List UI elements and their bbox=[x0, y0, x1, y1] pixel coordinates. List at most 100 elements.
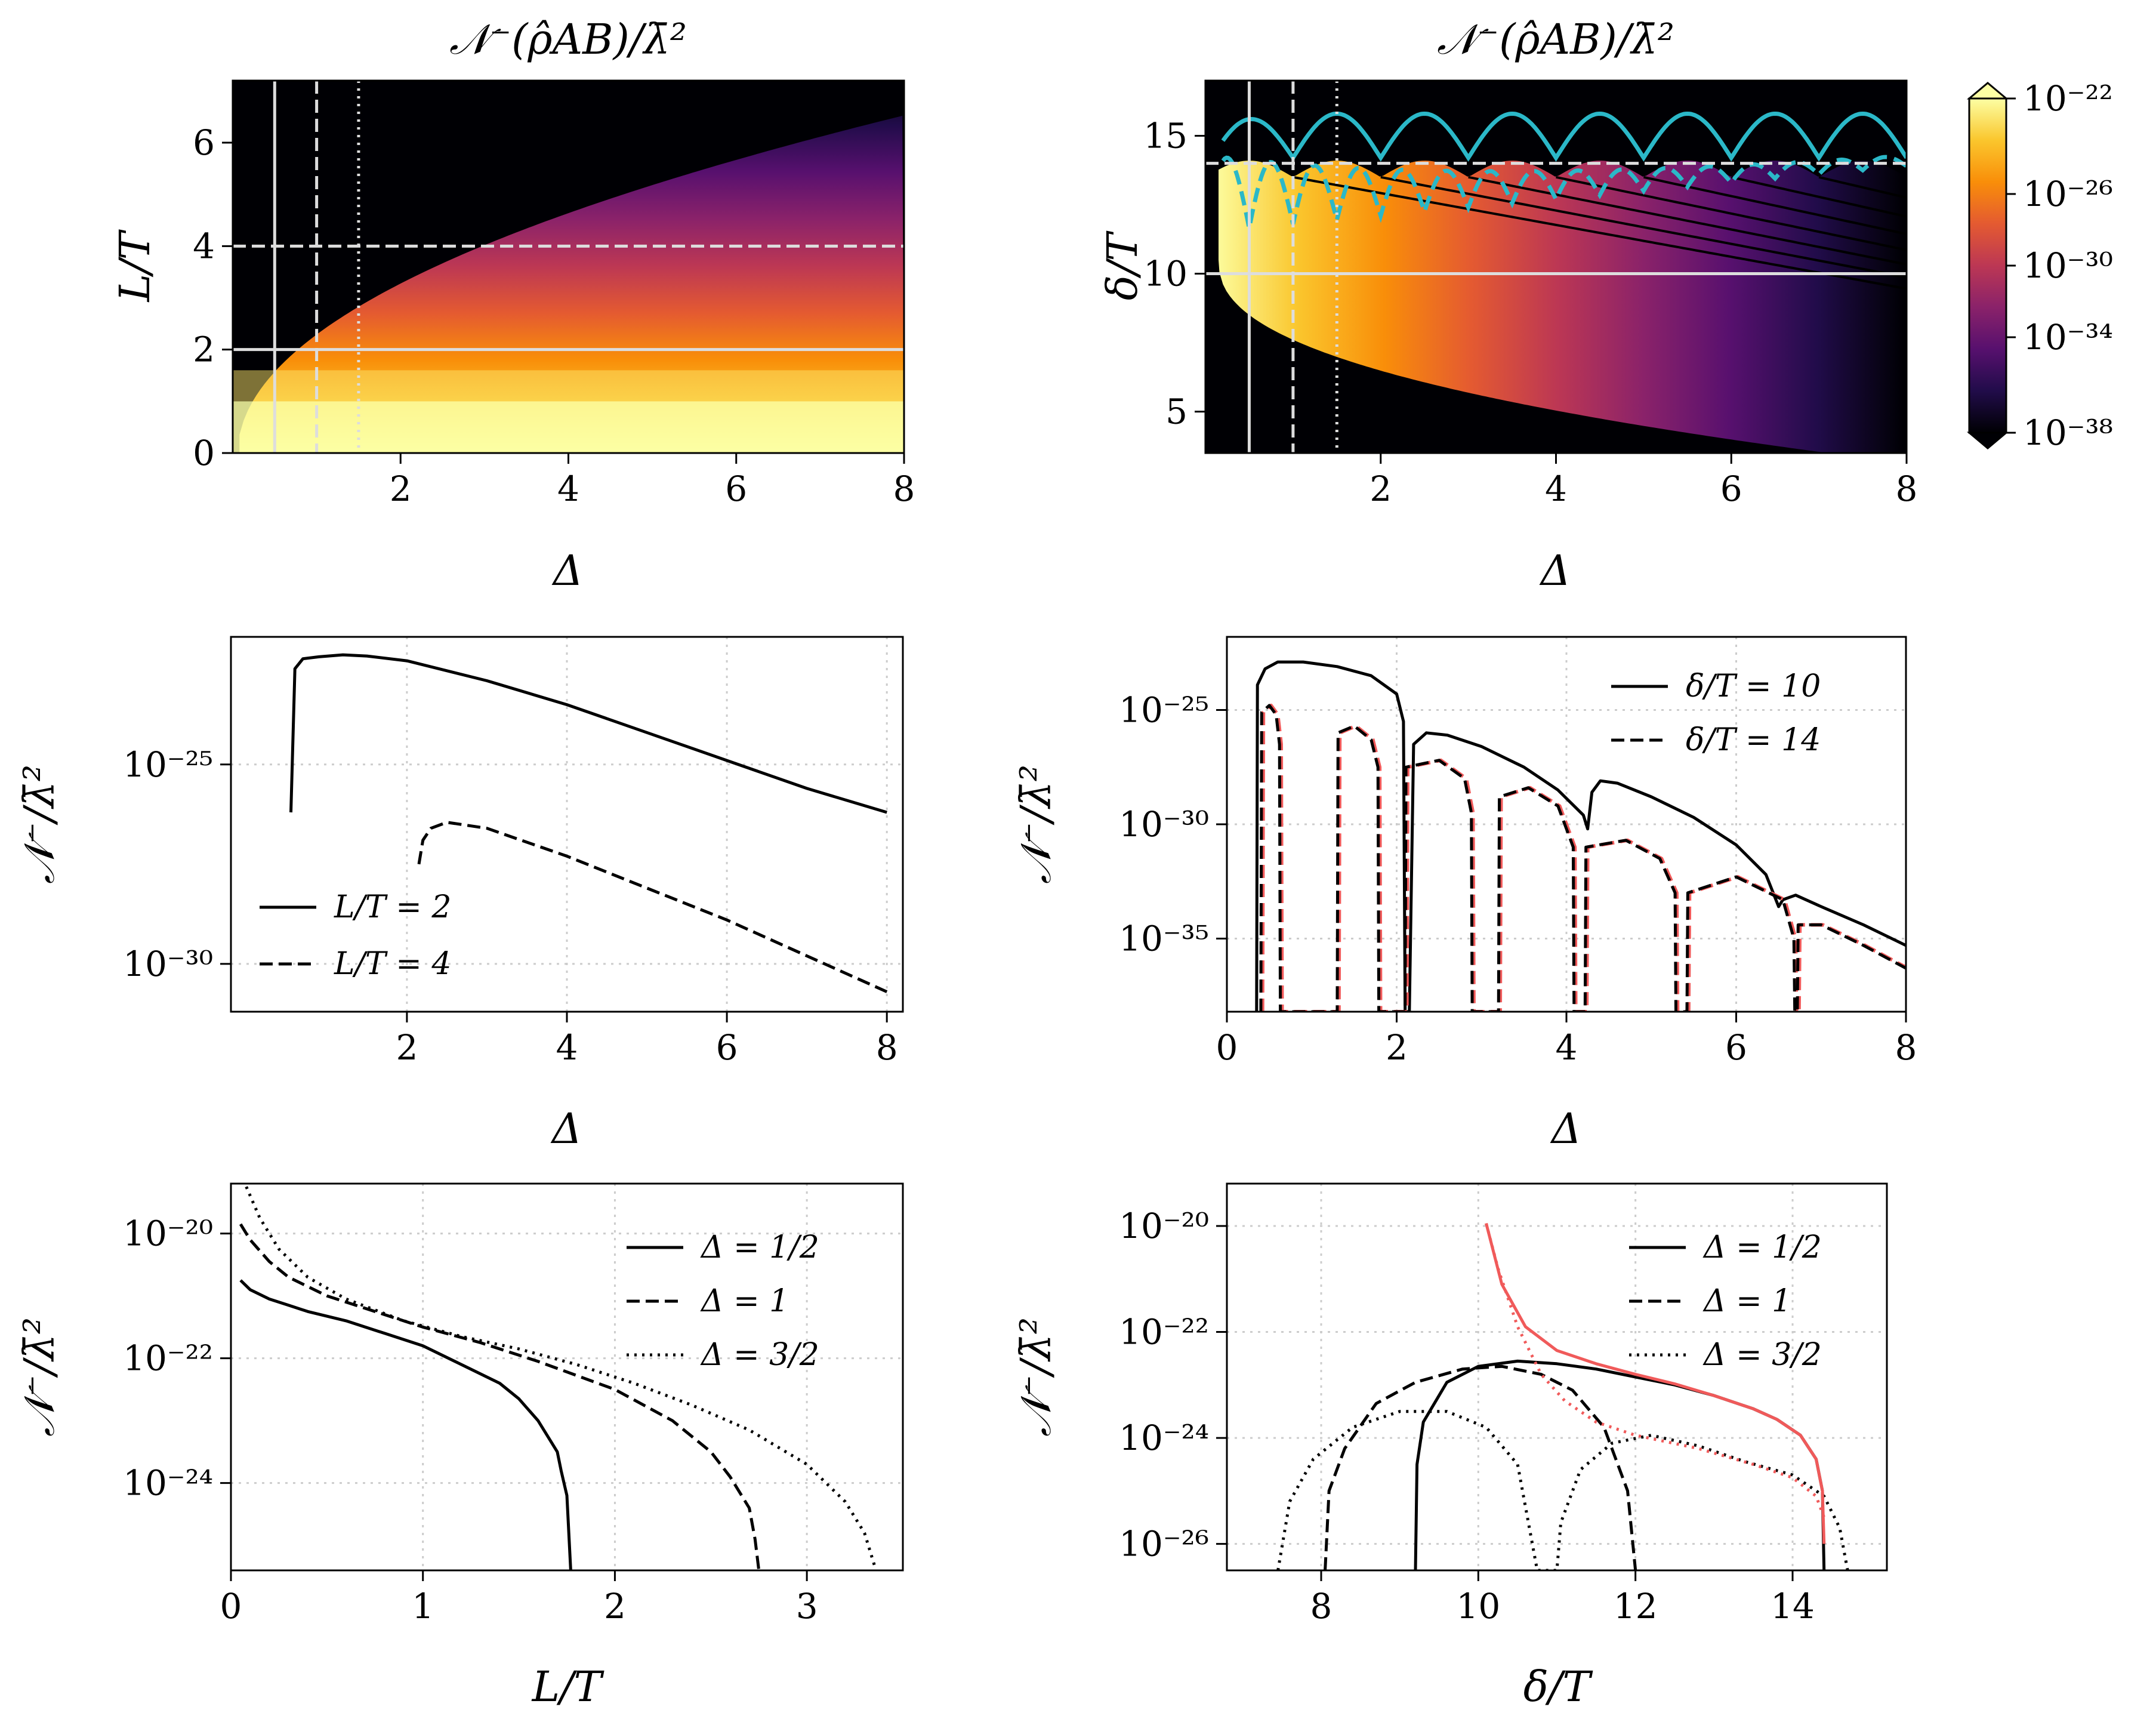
p2-axes-xtick-label: 4 bbox=[1545, 469, 1567, 509]
legend-label: Δ = 1/2 bbox=[700, 1230, 819, 1265]
p2-entangled-region bbox=[1219, 161, 1907, 453]
p1-xlabel: Δ bbox=[551, 546, 584, 595]
p4-legend: δ/T = 10 δ/T = 14 bbox=[1611, 668, 1821, 758]
p1-title: 𝒩⁻(ρ̂AB)/λ̄² bbox=[449, 15, 687, 64]
p2-axes-ytick-label: 5 bbox=[1165, 392, 1188, 432]
p6-axes-xtick-label: 14 bbox=[1771, 1586, 1815, 1626]
p1-axes-xtick-label: 8 bbox=[893, 469, 915, 509]
legend-label: Δ = 1/2 bbox=[1702, 1230, 1822, 1265]
p2-streak bbox=[1556, 175, 1907, 251]
p5-axes-xtick-label: 3 bbox=[796, 1586, 818, 1626]
p6-xlabel: δ/T bbox=[1523, 1662, 1593, 1711]
legend-label: δ/T = 10 bbox=[1686, 668, 1821, 704]
p1-axes-xtick-label: 2 bbox=[390, 469, 412, 509]
p2-ylabel: δ/T bbox=[1098, 230, 1147, 300]
p3-legend: L/T = 2 L/T = 4 bbox=[260, 889, 451, 982]
p2-streak bbox=[1380, 175, 1907, 279]
p6-legend: Δ = 1/2 Δ = 1 Δ = 3/2 bbox=[1629, 1230, 1822, 1373]
p5-axes-xtick-label: 1 bbox=[412, 1586, 434, 1626]
p3-series-0 bbox=[289, 653, 887, 814]
p6-axes-xtick-label: 8 bbox=[1310, 1586, 1333, 1626]
legend-label: L/T = 2 bbox=[334, 889, 451, 925]
colorbar: 10⁻²² 10⁻²⁶ 10⁻³⁰ 10⁻³⁴ 10⁻³⁸ bbox=[1966, 78, 2113, 453]
p1-ylabel: L/T bbox=[110, 229, 159, 303]
colorbar-tick-label: 10⁻³⁴ bbox=[2023, 317, 2113, 358]
p2-title: 𝒩⁻(ρ̂AB)/λ̄² bbox=[1437, 15, 1674, 64]
p2-cyan-dashed bbox=[1221, 155, 1907, 229]
p4-axes-xtick-label: 0 bbox=[1216, 1027, 1238, 1068]
legend-label: Δ = 3/2 bbox=[700, 1337, 819, 1373]
p2-guide-lines bbox=[1205, 81, 1907, 453]
p3-axes-ytick-label: 10⁻³⁰ bbox=[123, 944, 213, 984]
p1-entangled-region bbox=[239, 116, 904, 453]
p6-series-1 bbox=[1324, 1364, 1637, 1570]
p2-axes-xtick-label: 2 bbox=[1370, 469, 1392, 509]
p5-axes-xtick-label: 2 bbox=[604, 1586, 626, 1626]
p2-streak bbox=[1468, 175, 1907, 266]
p4-series-1 bbox=[1259, 704, 1906, 1012]
legend-label: L/T = 4 bbox=[334, 946, 451, 982]
p6-ylabel: 𝒩⁻/λ̄² bbox=[1011, 1317, 1060, 1437]
p5-ylabel: 𝒩⁻/λ̄² bbox=[15, 1317, 64, 1437]
p1-bands bbox=[233, 370, 904, 453]
p3-axes-xtick-label: 6 bbox=[716, 1027, 738, 1068]
colorbar-gradient bbox=[1968, 97, 2007, 434]
p1-axes-xtick-label: 4 bbox=[557, 469, 579, 509]
panel-line-LT: 2 4 6 8 10⁻²⁵ 10⁻³⁰ L/T = 2 L/T = 4 Δ 𝒩⁻/λ̄² bbox=[15, 636, 904, 1153]
p1-axes-ytick-label: 4 bbox=[193, 226, 215, 266]
p1-axes-xtick-label: 6 bbox=[725, 469, 747, 509]
colorbar-tick-label: 10⁻²⁶ bbox=[2023, 174, 2113, 214]
p6-series-2 bbox=[1276, 1410, 1849, 1570]
p1-axes-ytick-label: 0 bbox=[193, 433, 215, 473]
p2-streak bbox=[1818, 175, 1907, 199]
p3-axes-xtick-label: 8 bbox=[876, 1027, 898, 1068]
p5-series-1 bbox=[239, 1223, 761, 1570]
p3-axes-ytick-label: 10⁻²⁵ bbox=[123, 744, 213, 785]
p1-guide-lines bbox=[233, 81, 904, 453]
p4-axes-xtick-label: 2 bbox=[1386, 1027, 1408, 1068]
p4-series-0 bbox=[1255, 660, 1906, 1012]
p6-series-4 bbox=[1485, 1222, 1826, 1544]
colorbar-tick-label: 10⁻²² bbox=[2023, 78, 2113, 119]
p4-axes-xtick-label: 6 bbox=[1725, 1027, 1747, 1068]
p3-ylabel: 𝒩⁻/λ̄² bbox=[15, 765, 64, 884]
p5-series-0 bbox=[239, 1279, 572, 1570]
p5-series-2 bbox=[245, 1186, 878, 1570]
p4-axes-xtick-label: 8 bbox=[1895, 1027, 1917, 1068]
legend-label: Δ = 1 bbox=[700, 1283, 789, 1319]
p4-axes-ytick-label: 10⁻³⁰ bbox=[1119, 804, 1209, 845]
p2-axes-ytick-label: 15 bbox=[1143, 115, 1188, 156]
p2-axes-xtick-label: 6 bbox=[1720, 469, 1742, 509]
p5-xlabel: L/T bbox=[531, 1662, 604, 1711]
colorbar-tick-label: 10⁻³⁰ bbox=[2023, 245, 2113, 286]
p4-ylabel: 𝒩⁻/λ̄² bbox=[1011, 765, 1060, 884]
legend-label: Δ = 1 bbox=[1702, 1283, 1791, 1319]
p6-axes-xtick-label: 10 bbox=[1456, 1586, 1500, 1626]
p2-streak bbox=[1731, 175, 1907, 218]
p6-axes-xtick-label: 12 bbox=[1614, 1586, 1658, 1626]
p6-axes-ytick-label: 10⁻²⁶ bbox=[1119, 1524, 1209, 1564]
p3-axes-xtick-label: 2 bbox=[396, 1027, 418, 1068]
p5-axes-ytick-label: 10⁻²⁰ bbox=[123, 1213, 213, 1254]
p4-axes-ytick-label: 10⁻²⁵ bbox=[1119, 690, 1209, 731]
p1-axes-ytick-label: 2 bbox=[193, 329, 215, 370]
p5-axes-ytick-label: 10⁻²² bbox=[123, 1338, 213, 1379]
p4-axes-ytick-label: 10⁻³⁵ bbox=[1119, 918, 1209, 959]
p5-legend: Δ = 1/2 Δ = 1 Δ = 3/2 bbox=[627, 1230, 819, 1373]
p5-axes-xtick-label: 0 bbox=[220, 1586, 242, 1626]
p2-streak bbox=[1293, 175, 1907, 290]
panel-heatmap-LT: 𝒩⁻(ρ̂AB)/λ̄² 2 4 6 8 0 2 4 6 Δ L/T bbox=[110, 15, 915, 595]
p6-axes-ytick-label: 10⁻²⁴ bbox=[1119, 1418, 1209, 1458]
p4-axes-xtick-label: 4 bbox=[1556, 1027, 1578, 1068]
p5-axes-ytick-label: 10⁻²⁴ bbox=[123, 1463, 213, 1504]
legend-label: Δ = 3/2 bbox=[1702, 1337, 1822, 1373]
p6-axes-ytick-label: 10⁻²⁰ bbox=[1119, 1206, 1209, 1246]
p3-axes-xtick-label: 4 bbox=[556, 1027, 578, 1068]
p6-axes-ytick-label: 10⁻²² bbox=[1119, 1312, 1209, 1353]
p2-axes-xtick-label: 8 bbox=[1896, 469, 1918, 509]
p3-xlabel: Δ bbox=[550, 1104, 582, 1153]
